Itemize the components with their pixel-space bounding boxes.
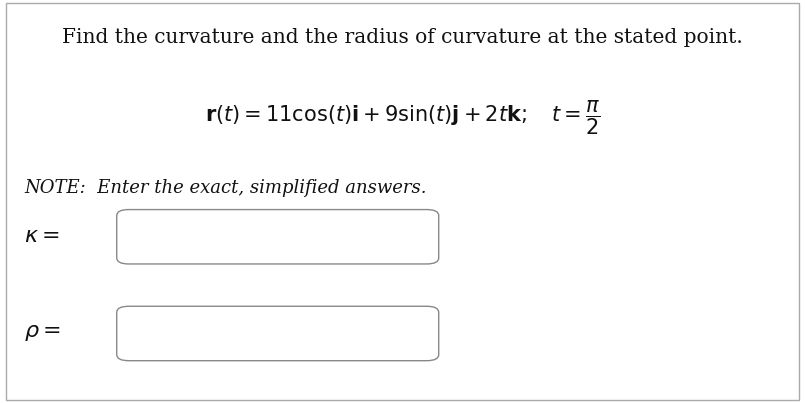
Text: $\kappa =$: $\kappa =$	[24, 225, 60, 247]
Text: $\mathbf{r}(t) = 11\cos(t)\mathbf{i} + 9\sin(t)\mathbf{j} + 2t\mathbf{k};\quad t: $\mathbf{r}(t) = 11\cos(t)\mathbf{i} + 9…	[204, 99, 601, 137]
Text: NOTE:  Enter the exact, simplified answers.: NOTE: Enter the exact, simplified answer…	[24, 179, 427, 197]
Text: $\rho =$: $\rho =$	[24, 322, 61, 343]
FancyBboxPatch shape	[117, 210, 439, 264]
FancyBboxPatch shape	[117, 306, 439, 361]
Text: Find the curvature and the radius of curvature at the stated point.: Find the curvature and the radius of cur…	[62, 28, 743, 47]
